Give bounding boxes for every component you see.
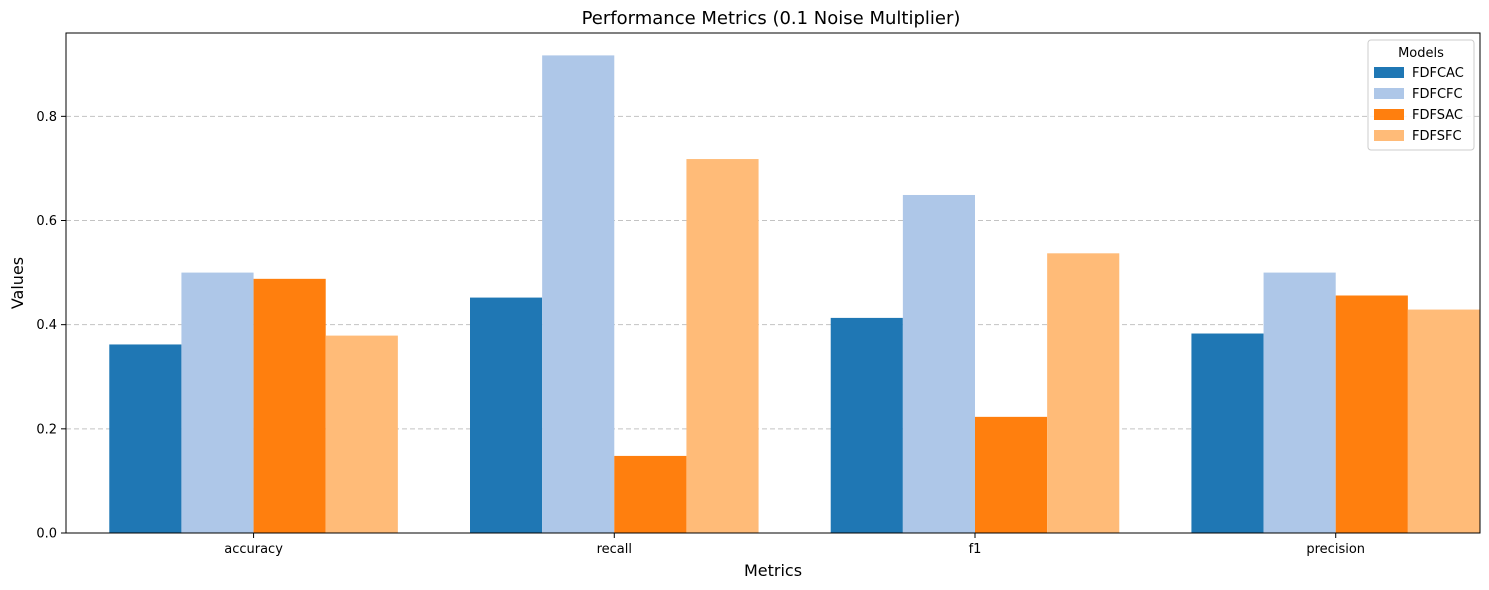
plot-frame: [65, 32, 1481, 534]
y-axis: 0.0 0.2 0.4 0.6 0.8: [36, 110, 66, 542]
x-tick-label: recall: [597, 542, 632, 557]
legend-label-fdfsfc: FDFSFC: [1412, 129, 1462, 144]
bar-fdfcac-recall: [470, 297, 543, 533]
bar-fdfsac-accuracy: [253, 278, 326, 533]
x-axis: accuracy recall f1 precision: [224, 533, 1365, 557]
y-tick-label: 0.6: [36, 214, 57, 229]
legend: Models FDFCAC FDFCFC FDFSAC FDFSFC: [1367, 39, 1475, 151]
legend-swatch-fdfsac: [1374, 109, 1404, 120]
bar-fdfsfc-f1: [1047, 253, 1120, 533]
legend-swatch-fdfsfc: [1374, 130, 1404, 141]
y-axis-label: Values: [8, 257, 27, 309]
x-axis-label: Metrics: [744, 561, 802, 580]
legend-title: Models: [1398, 46, 1444, 61]
y-tick-label: 0.0: [36, 527, 57, 542]
legend-label-fdfcac: FDFCAC: [1412, 66, 1464, 81]
bar-fdfcac-f1: [830, 317, 903, 533]
legend-swatch-fdfcac: [1374, 67, 1404, 78]
bar-fdfsfc-precision: [1407, 309, 1480, 533]
y-tick-label: 0.4: [36, 318, 57, 333]
bar-fdfcfc-f1: [902, 194, 975, 533]
bar-fdfcac-precision: [1191, 333, 1264, 533]
bar-fdfsac-f1: [975, 416, 1048, 533]
bar-fdfsac-precision: [1335, 295, 1408, 533]
bar-fdfcfc-precision: [1263, 272, 1336, 533]
bar-fdfcfc-recall: [542, 55, 615, 533]
bar-fdfcac-accuracy: [109, 344, 182, 533]
bar-fdfsfc-accuracy: [325, 335, 398, 533]
bars: [109, 55, 1480, 533]
bar-fdfsac-recall: [614, 455, 687, 533]
legend-label-fdfsac: FDFSAC: [1412, 108, 1463, 123]
y-tick-label: 0.2: [36, 422, 57, 437]
legend-label-fdfcfc: FDFCFC: [1412, 87, 1463, 102]
bar-fdfcfc-accuracy: [181, 272, 254, 533]
x-tick-label: f1: [969, 542, 982, 557]
x-tick-label: accuracy: [224, 542, 283, 557]
x-tick-label: precision: [1306, 542, 1365, 557]
legend-swatch-fdfcfc: [1374, 88, 1404, 99]
y-tick-label: 0.8: [36, 110, 57, 125]
chart-title: Performance Metrics (0.1 Noise Multiplie…: [582, 8, 961, 29]
bar-fdfsfc-recall: [686, 159, 759, 533]
